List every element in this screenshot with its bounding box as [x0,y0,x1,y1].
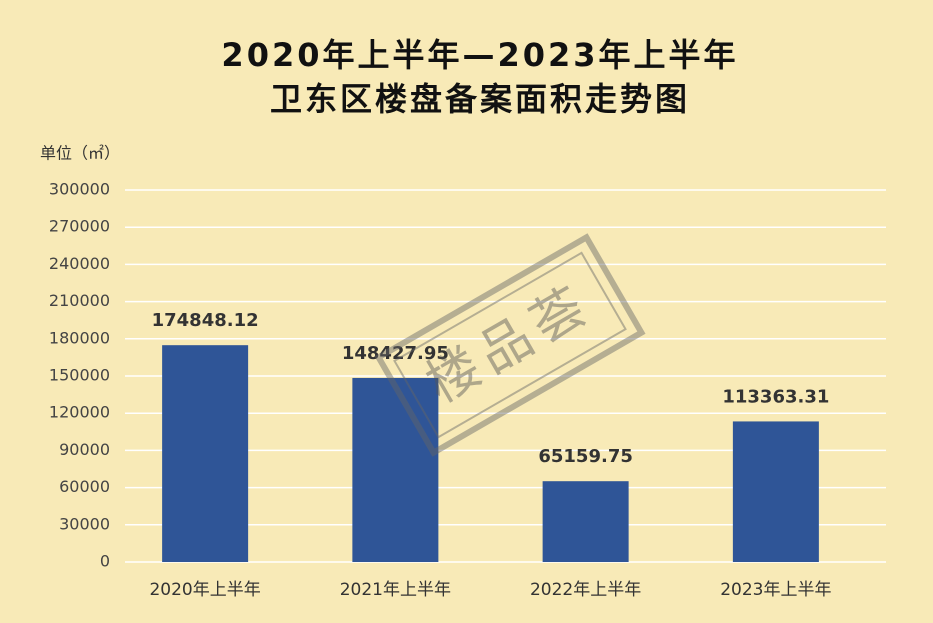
bar [352,377,439,562]
y-tick-label: 120000 [49,403,110,422]
x-tick-label: 2023年上半年 [720,580,831,600]
x-tick-label: 2022年上半年 [530,580,641,600]
y-tick-label: 270000 [49,217,110,236]
y-tick-label: 150000 [49,366,110,385]
chart-title: 卫东区楼盘备案面积走势图 [270,80,690,118]
value-label: 148427.95 [342,343,449,364]
bar [732,421,819,562]
watermark-frame [374,233,646,457]
x-tick-label: 2020年上半年 [149,580,260,600]
y-tick-label: 240000 [49,254,110,273]
bar [162,345,249,562]
y-tick-label: 180000 [49,328,110,347]
value-label: 65159.75 [538,446,633,467]
value-label: 174848.12 [152,310,259,331]
watermark-frame [393,251,627,439]
y-tick-label: 210000 [49,291,110,310]
value-label: 113363.31 [722,386,829,407]
y-tick-label: 30000 [59,514,110,533]
x-tick-label: 2021年上半年 [340,580,451,600]
y-tick-label: 90000 [59,440,110,459]
bar [542,481,629,562]
y-tick-label: 0 [100,552,110,571]
y-unit-label: 单位（㎡） [40,144,120,163]
y-tick-label: 60000 [59,477,110,496]
plot-area: 0 30000 60000 90000 120000 150000 180000 210000… [49,180,886,600]
chart-title: 2020年上半年—2023年上半年 [221,36,738,74]
y-tick-label: 300000 [49,180,110,199]
